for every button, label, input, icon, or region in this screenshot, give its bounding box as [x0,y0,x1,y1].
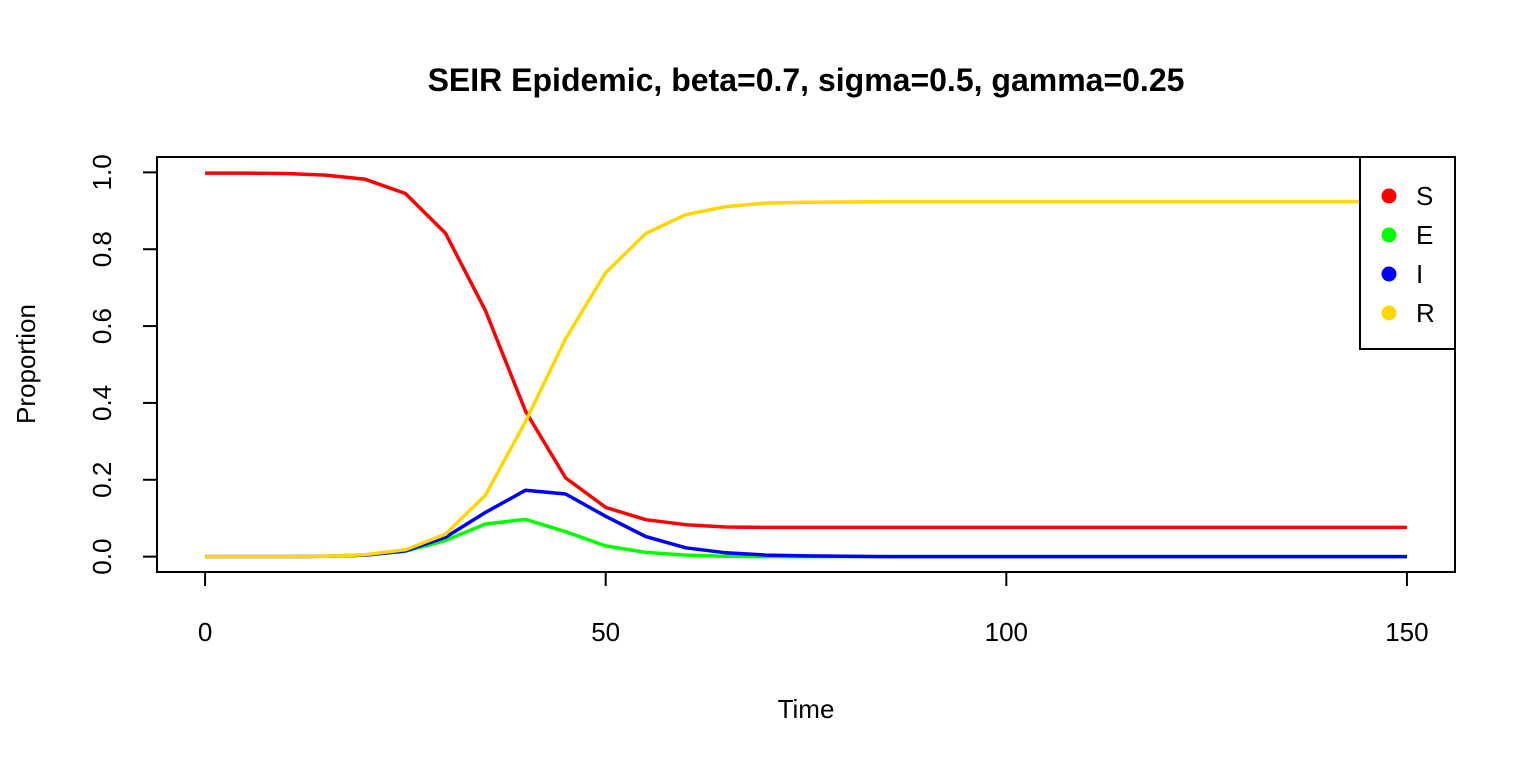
legend-label-s: S [1416,181,1433,211]
series-line-s [205,171,1407,530]
x-tick-label: 150 [1385,617,1428,647]
y-tick-label: 0.2 [87,462,117,498]
series-line-r [205,199,1407,559]
legend-marker-s [1381,188,1397,204]
x-tick-label: 0 [198,617,212,647]
y-tick-label: 1.0 [87,154,117,190]
y-axis: 0.0 0.2 0.4 0.6 0.8 1.0 [87,154,157,575]
chart-title: SEIR Epidemic, beta=0.7, sigma=0.5, gamm… [428,62,1185,98]
legend: SEIR [1359,156,1456,350]
x-tick-label: 50 [591,617,620,647]
legend-label-i: I [1416,259,1423,289]
x-axis: 0 50 100 150 [198,572,1429,647]
y-tick-label: 0.4 [87,385,117,421]
x-axis-label: Time [778,694,835,724]
y-tick-label: 0.0 [87,539,117,575]
legend-label-e: E [1416,220,1433,250]
x-tick-label: 100 [985,617,1028,647]
legend-box [1359,156,1456,350]
legend-marker-r [1381,305,1397,321]
y-axis-label: Proportion [11,304,41,424]
y-tick-label: 0.6 [87,308,117,344]
series-lines [205,171,1407,559]
y-tick-label: 0.8 [87,231,117,267]
series-line-i [205,488,1407,559]
legend-marker-i [1381,266,1397,282]
plot-area-frame [156,156,1456,573]
legend-marker-e [1381,227,1397,243]
legend-label-r: R [1416,298,1435,328]
